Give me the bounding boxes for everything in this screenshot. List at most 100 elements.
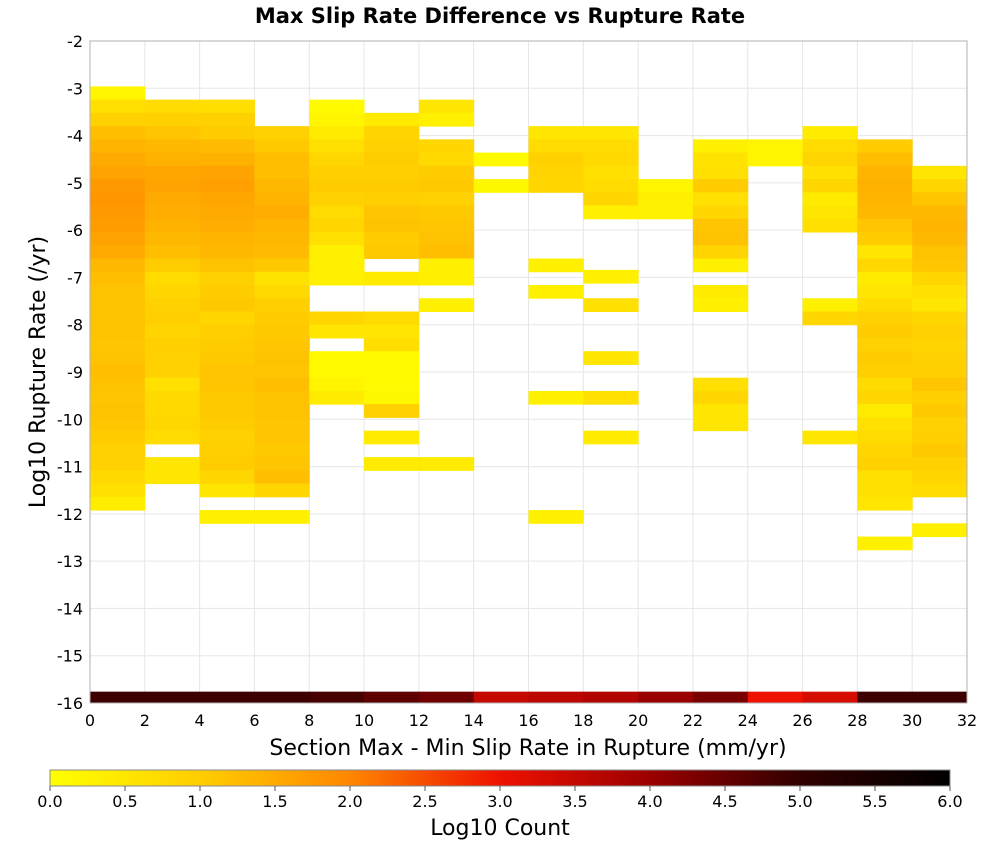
- heatmap-cell: [309, 205, 365, 220]
- heatmap-cell: [364, 165, 420, 180]
- heatmap-cell: [90, 139, 146, 154]
- colorbar-tick-label: 1.5: [262, 792, 287, 811]
- y-tick-label: -10: [57, 410, 83, 429]
- heatmap-cell: [254, 245, 310, 260]
- heatmap-cell: [912, 258, 968, 273]
- heatmap-cell: [254, 179, 310, 193]
- x-tick-label: 30: [902, 711, 922, 730]
- heatmap-cell: [90, 337, 146, 352]
- heatmap-cell: [857, 165, 913, 180]
- heatmap-cell: [912, 271, 968, 286]
- heatmap-cell: [692, 404, 749, 418]
- colorbar-tick-label: 3.5: [562, 792, 587, 811]
- heatmap-cell: [857, 192, 913, 207]
- heatmap-cell-edge: [747, 691, 804, 703]
- heatmap-cell: [199, 205, 255, 220]
- heatmap-cell: [473, 152, 529, 167]
- heatmap-cell: [802, 205, 858, 220]
- heatmap-cell: [583, 139, 639, 154]
- heatmap-cell: [144, 311, 201, 326]
- heatmap-cell: [912, 284, 968, 299]
- heatmap-cell: [583, 269, 639, 284]
- heatmap-cell: [144, 152, 201, 167]
- heatmap-cell-edge: [912, 691, 968, 703]
- heatmap-cell: [802, 165, 858, 180]
- heatmap-cell: [692, 205, 749, 220]
- heatmap-cell: [802, 126, 858, 140]
- y-tick-label: -13: [57, 552, 83, 571]
- heatmap-cell: [199, 284, 255, 299]
- heatmap-cell-edge: [473, 691, 529, 703]
- heatmap-cell: [692, 179, 749, 193]
- heatmap-cell: [418, 205, 475, 220]
- heatmap-cell: [364, 152, 420, 167]
- x-tick-label: 8: [304, 711, 314, 730]
- heatmap-cell: [144, 205, 201, 220]
- x-tick-label: 24: [738, 711, 758, 730]
- heatmap-cell: [144, 470, 201, 485]
- y-tick-label: -3: [67, 79, 83, 98]
- heatmap-cell: [254, 417, 310, 432]
- heatmap-cell: [144, 351, 201, 365]
- heatmap-cell: [857, 351, 913, 365]
- colorbar-tick-label: 0.5: [112, 792, 137, 811]
- heatmap-cell: [747, 152, 804, 167]
- heatmap-cell: [144, 232, 201, 246]
- heatmap-cell: [364, 311, 420, 326]
- heatmap-cell-edge: [144, 691, 201, 703]
- heatmap-cell: [528, 126, 584, 140]
- heatmap-cell: [692, 232, 749, 246]
- x-tick-label: 10: [354, 711, 374, 730]
- heatmap-cell: [857, 417, 913, 432]
- heatmap-cell: [583, 126, 639, 140]
- heatmap-cell: [364, 390, 420, 405]
- heatmap-cell: [90, 112, 146, 127]
- heatmap-cell: [90, 152, 146, 167]
- heatmap-cell: [638, 179, 694, 193]
- heatmap-cell-edge: [857, 691, 913, 703]
- heatmap-cell: [418, 152, 475, 167]
- heatmap-cell: [144, 324, 201, 339]
- heatmap-cell: [90, 311, 146, 326]
- heatmap-cell: [857, 536, 913, 551]
- heatmap-cell: [364, 430, 420, 445]
- heatmap-cell: [199, 126, 255, 140]
- heatmap-cell: [90, 430, 146, 445]
- heatmap-cell: [199, 192, 255, 207]
- heatmap-cell: [309, 377, 365, 392]
- heatmap-cell: [692, 284, 749, 299]
- heatmap-cell: [583, 152, 639, 167]
- heatmap-cell: [199, 404, 255, 418]
- heatmap-cell: [309, 351, 365, 365]
- heatmap-cell: [857, 390, 913, 405]
- heatmap-cell: [90, 351, 146, 365]
- heatmap-cell: [199, 99, 255, 114]
- heatmap-cell: [583, 192, 639, 207]
- heatmap-cell: [912, 298, 968, 312]
- heatmap-cell: [857, 483, 913, 498]
- heatmap-cell: [309, 258, 365, 273]
- heatmap-cell: [309, 139, 365, 154]
- heatmap-cell: [144, 298, 201, 312]
- heatmap-cell: [254, 430, 310, 445]
- heatmap-cell: [528, 510, 584, 524]
- heatmap-cell: [857, 430, 913, 445]
- heatmap-cell: [199, 377, 255, 392]
- x-tick-label: 32: [957, 711, 977, 730]
- heatmap-cell: [857, 470, 913, 485]
- heatmap-cell: [144, 165, 201, 180]
- heatmap-cell: [90, 377, 146, 392]
- heatmap-cell: [418, 271, 475, 286]
- colorbar-tick-label: 5.5: [862, 792, 887, 811]
- heatmap-cell: [857, 337, 913, 352]
- heatmap-cell: [857, 404, 913, 418]
- x-tick-label: 16: [518, 711, 538, 730]
- heatmap-cell: [144, 245, 201, 260]
- heatmap-cell: [583, 165, 639, 180]
- heatmap-cell: [692, 298, 749, 312]
- heatmap-cell: [90, 205, 146, 220]
- heatmap-cell: [802, 192, 858, 207]
- heatmap-cell: [254, 165, 310, 180]
- heatmap-cell: [199, 483, 255, 498]
- heatmap-cell: [90, 99, 146, 114]
